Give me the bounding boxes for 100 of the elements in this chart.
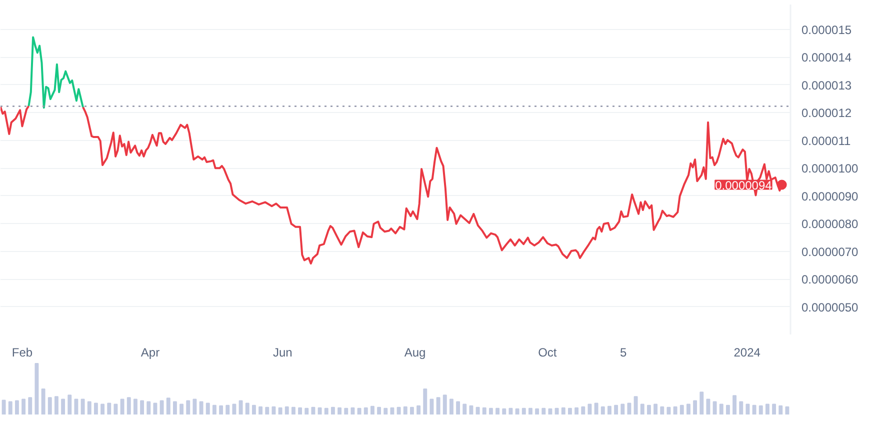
bar	[14, 400, 19, 414]
bar	[350, 407, 355, 414]
bar	[226, 404, 230, 414]
bar	[469, 405, 474, 414]
bar	[68, 394, 72, 414]
bar	[357, 408, 362, 414]
bar	[238, 400, 243, 414]
bar	[272, 406, 276, 414]
bar	[396, 406, 401, 414]
bar	[627, 402, 632, 414]
bar	[8, 401, 12, 414]
bar	[80, 398, 85, 414]
bar	[588, 404, 592, 414]
bar	[726, 404, 730, 414]
bar	[219, 405, 224, 414]
bar	[2, 400, 6, 414]
bar	[476, 406, 480, 414]
bar	[338, 407, 342, 414]
bar	[311, 406, 316, 414]
bar	[680, 404, 684, 414]
bar	[265, 406, 270, 414]
bar	[416, 405, 421, 414]
bar	[133, 398, 138, 414]
bar	[180, 404, 184, 414]
bar	[686, 404, 690, 414]
bar	[284, 406, 289, 414]
bar	[291, 406, 296, 414]
x-tick-label: Aug	[404, 346, 426, 360]
bar	[22, 398, 26, 414]
bar	[146, 401, 151, 414]
bar	[107, 402, 112, 414]
bar	[206, 402, 210, 414]
bar	[74, 398, 78, 414]
bar	[522, 408, 526, 414]
bar	[370, 406, 374, 414]
bar	[706, 398, 710, 414]
y-tick-label: 0.000014	[802, 50, 852, 65]
bar	[212, 404, 216, 414]
bar	[258, 406, 263, 414]
bar	[535, 408, 540, 414]
x-tick-label: Feb	[12, 346, 33, 360]
bar	[186, 400, 190, 414]
bar	[160, 400, 164, 414]
bar	[114, 404, 118, 414]
bar	[390, 407, 394, 414]
x-tick-label: 5	[620, 346, 628, 360]
annotation: 0.0000094	[715, 178, 772, 192]
y-tick-label: 0.0000090	[802, 189, 859, 204]
bar	[600, 406, 605, 414]
bar	[719, 404, 724, 414]
bar	[377, 406, 382, 414]
bar	[561, 407, 566, 414]
bar	[765, 404, 770, 414]
bar	[28, 397, 32, 414]
bar	[700, 392, 704, 414]
bar	[245, 402, 250, 414]
bar	[614, 404, 618, 414]
y-tick-label: 0.0000070	[802, 244, 859, 259]
y-tick-label: 0.0000060	[802, 272, 859, 287]
bar	[199, 401, 204, 414]
bar	[673, 406, 678, 414]
bar	[48, 397, 52, 414]
bar	[410, 406, 414, 414]
bar	[785, 406, 790, 414]
bar	[746, 404, 750, 414]
bar	[430, 398, 434, 414]
bar	[752, 404, 756, 414]
bar	[568, 408, 572, 414]
bar	[654, 404, 658, 414]
bar	[442, 394, 447, 414]
y-tick-label: 0.000012	[802, 106, 852, 120]
y-tick-label: 0.0000050	[802, 300, 859, 314]
bar	[232, 404, 236, 414]
bar	[594, 402, 598, 414]
bar	[126, 397, 131, 414]
bar	[620, 404, 625, 414]
bar	[344, 408, 348, 414]
x-tick-label: Jun	[272, 346, 292, 360]
bar	[61, 398, 66, 414]
bar	[660, 406, 664, 414]
bar	[192, 398, 197, 414]
bar	[646, 404, 651, 414]
bar	[403, 406, 408, 414]
bar	[298, 407, 302, 414]
bar	[330, 406, 335, 414]
bar	[607, 406, 612, 414]
bar	[423, 388, 428, 414]
bar	[515, 408, 520, 414]
bar	[87, 401, 92, 414]
bar	[34, 363, 39, 414]
bar	[384, 408, 388, 414]
bar	[120, 398, 124, 414]
x-tick-label: Oct	[538, 346, 558, 360]
bar	[528, 408, 532, 414]
bar	[732, 395, 737, 414]
bar	[496, 408, 500, 414]
bar	[449, 398, 454, 414]
bar	[456, 401, 460, 414]
y-tick-label: 0.000011	[802, 134, 851, 148]
bar	[278, 407, 282, 414]
